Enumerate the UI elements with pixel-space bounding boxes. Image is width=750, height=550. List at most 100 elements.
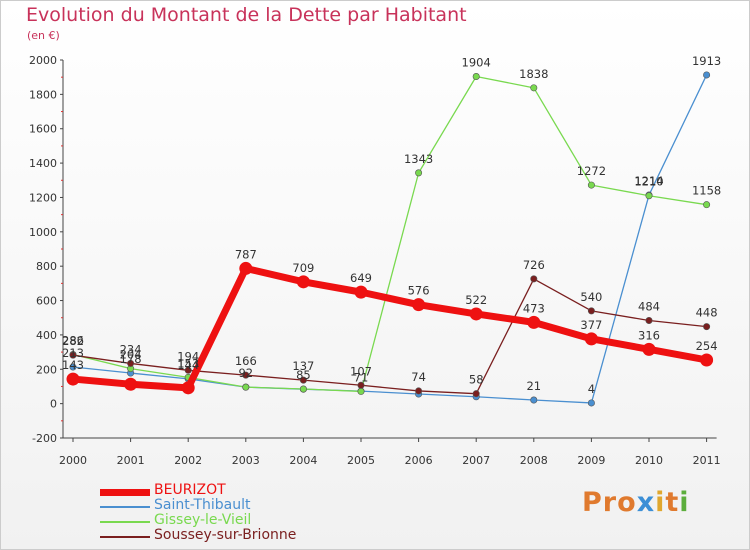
data-point: [127, 359, 135, 367]
data-point: [587, 307, 595, 315]
data-label: 4: [588, 382, 595, 396]
data-point: [354, 285, 368, 299]
y-tick-label: -200: [32, 432, 57, 445]
data-point: [299, 385, 307, 393]
y-tick-label: 1400: [29, 157, 57, 170]
x-tick-label: 2005: [347, 454, 375, 467]
legend-swatch: [100, 521, 150, 523]
data-label: 71: [354, 370, 369, 384]
data-label: 726: [523, 258, 545, 272]
data-label: 473: [523, 301, 545, 315]
x-tick-label: 2008: [520, 454, 548, 467]
y-tick-label: 200: [36, 363, 57, 376]
chart-subtitle: (en €): [27, 29, 60, 42]
data-label: 1904: [462, 55, 491, 69]
data-point: [415, 169, 423, 177]
data-label: 286: [62, 333, 84, 347]
data-point: [700, 353, 714, 367]
data-point: [645, 192, 653, 200]
x-tick-label: 2006: [405, 454, 433, 467]
data-label: 21: [526, 379, 541, 393]
data-label: 107: [350, 364, 372, 378]
data-point: [703, 323, 711, 331]
x-tick-label: 2000: [59, 454, 87, 467]
data-point: [66, 372, 80, 386]
y-tick-label: 1800: [29, 88, 57, 101]
y-tick-label: 2000: [29, 54, 57, 67]
data-label: 204: [120, 348, 142, 362]
series-line: [72, 278, 708, 395]
data-point: [530, 275, 538, 283]
data-point: [184, 366, 192, 374]
data-point: [530, 84, 538, 92]
data-label: 522: [465, 293, 487, 307]
y-tick-label: 1000: [29, 226, 57, 239]
logo-letter: o: [617, 487, 637, 518]
data-label: 85: [296, 368, 311, 382]
series-line: [69, 264, 711, 392]
data-point: [587, 399, 595, 407]
data-label: 377: [580, 318, 602, 332]
x-tick-label: 2010: [635, 454, 663, 467]
data-label: 1214: [634, 174, 663, 188]
data-point: [181, 381, 195, 395]
data-label: 649: [350, 271, 372, 285]
data-label: 153: [177, 356, 199, 370]
data-label: 178: [120, 352, 142, 366]
data-point: [703, 201, 711, 209]
data-label: 1838: [519, 67, 548, 81]
data-point: [703, 71, 711, 79]
logo-letter: t: [665, 487, 680, 518]
logo-letter: i: [655, 487, 666, 518]
y-tick-label: 800: [36, 260, 57, 273]
legend-label: Soussey-sur-Brionne: [154, 527, 297, 543]
data-point: [357, 387, 365, 395]
data-label: 282: [62, 334, 84, 348]
data-label: 254: [696, 339, 718, 353]
data-label: 1913: [692, 54, 721, 68]
proxiti-logo: Proxiti: [582, 487, 690, 518]
series-line: [72, 74, 708, 404]
data-label: 234: [120, 342, 142, 356]
data-point: [242, 383, 250, 391]
x-tick-label: 2004: [289, 454, 317, 467]
data-point: [530, 396, 538, 404]
logo-letter: r: [602, 487, 618, 518]
data-point: [527, 315, 541, 329]
logo-letter: P: [582, 487, 603, 518]
data-point: [69, 351, 77, 359]
chart-title: Evolution du Montant de la Dette par Hab…: [26, 4, 467, 26]
legend-label: Gissey-le-Vieil: [154, 512, 252, 528]
logo-letter: i: [679, 487, 690, 518]
y-tick-label: 1600: [29, 123, 57, 136]
data-label: 1272: [577, 164, 606, 178]
data-label: 144: [177, 358, 199, 372]
x-tick-label: 2002: [174, 454, 202, 467]
series-line: [72, 75, 708, 393]
data-label: 194: [177, 349, 199, 363]
data-point: [472, 390, 480, 398]
data-point: [242, 371, 250, 379]
data-point: [587, 181, 595, 189]
x-tick-label: 2003: [232, 454, 260, 467]
y-tick-label: 600: [36, 295, 57, 308]
data-label: 74: [411, 370, 426, 384]
data-label: 137: [292, 359, 314, 373]
data-label: 576: [408, 284, 430, 298]
data-label: 1158: [692, 184, 721, 198]
data-label: 92: [238, 366, 253, 380]
data-point: [642, 342, 656, 356]
data-label: 316: [638, 328, 660, 342]
legend-swatch: [100, 488, 150, 496]
data-point: [645, 316, 653, 324]
legend-swatch: [100, 536, 150, 538]
data-label: 709: [292, 261, 314, 275]
data-point: [296, 275, 310, 289]
x-tick-label: 2011: [693, 454, 721, 467]
data-label: 1343: [404, 152, 433, 166]
data-point: [69, 363, 77, 371]
data-label: 540: [580, 290, 602, 304]
data-point: [469, 307, 483, 321]
